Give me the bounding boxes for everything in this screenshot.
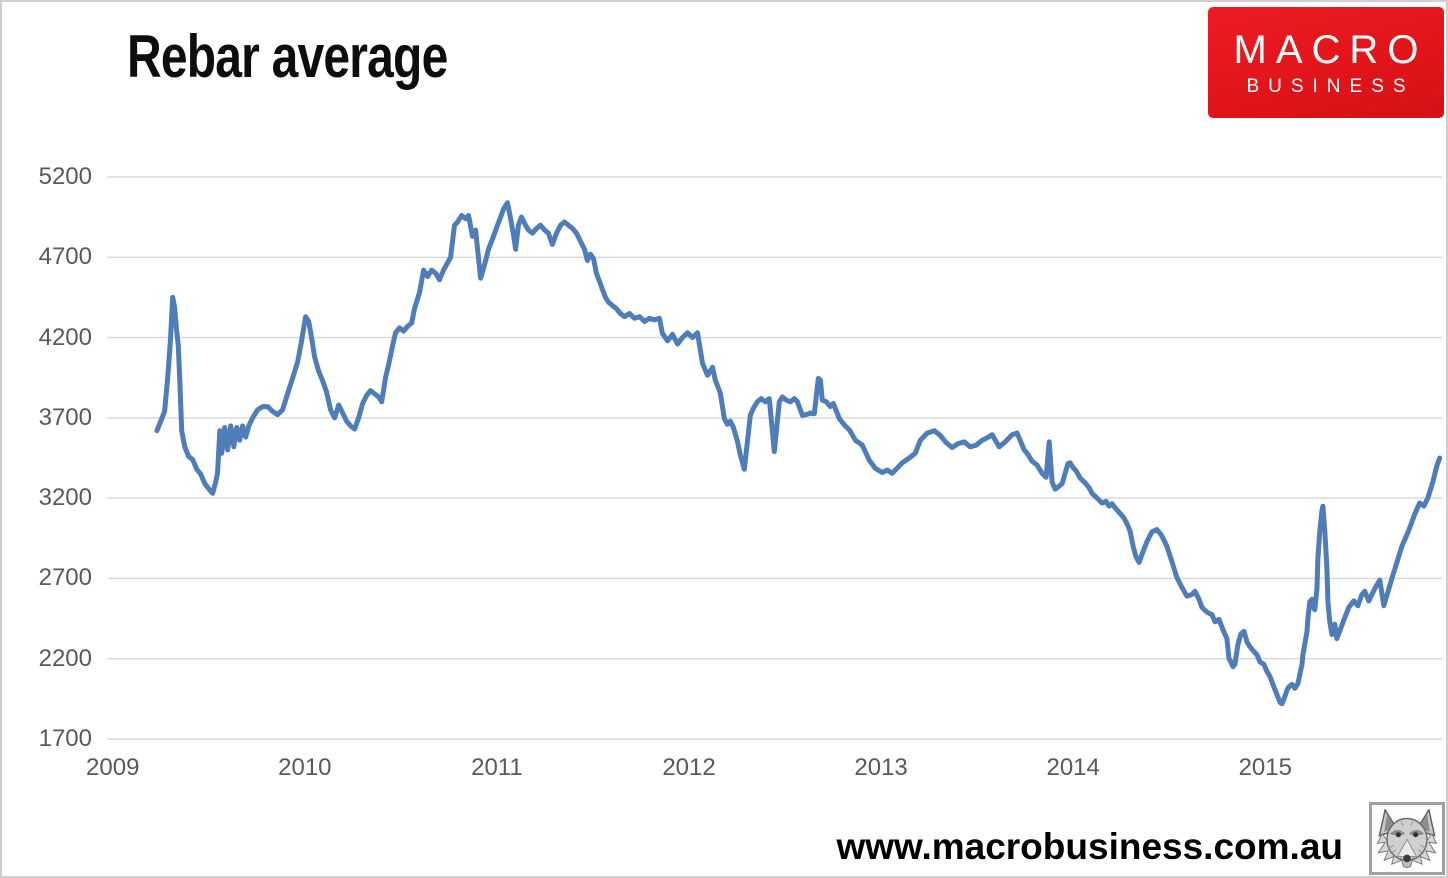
wolf-logo-box — [1369, 802, 1445, 875]
logo-text-business: BUSINESS — [1246, 75, 1415, 97]
watermark-url: www.macrobusiness.com.au — [836, 826, 1343, 867]
wolf-icon — [1376, 809, 1438, 868]
macrobusiness-logo: MACRO BUSINESS — [1208, 7, 1444, 118]
logo-text-macro: MACRO — [1233, 27, 1428, 72]
rebar-average-line — [154, 200, 1443, 707]
chart-title: Rebar average — [127, 23, 448, 90]
